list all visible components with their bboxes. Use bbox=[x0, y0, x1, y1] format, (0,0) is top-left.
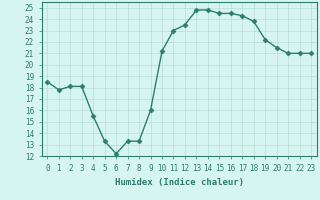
X-axis label: Humidex (Indice chaleur): Humidex (Indice chaleur) bbox=[115, 178, 244, 187]
